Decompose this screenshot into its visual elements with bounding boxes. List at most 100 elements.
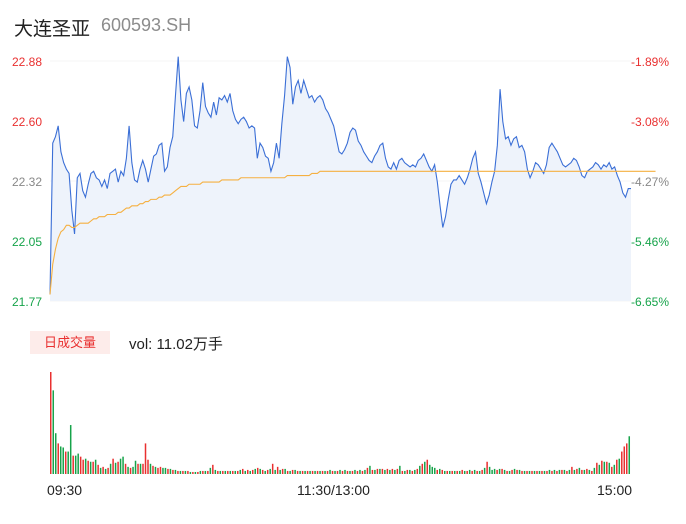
y-tick-right-2: -4.27%: [631, 175, 670, 189]
volume-bar: [227, 470, 229, 474]
volume-bar: [222, 470, 224, 474]
volume-bar: [324, 470, 326, 474]
volume-bar: [409, 469, 411, 474]
volume-bar: [237, 470, 239, 474]
volume-bar: [396, 468, 399, 474]
volume-bar: [112, 458, 114, 474]
volume-bar: [94, 459, 97, 474]
volume-bar: [603, 461, 606, 474]
volume-bar: [149, 463, 152, 474]
volume-bar: [294, 469, 296, 474]
volume-bar: [466, 470, 468, 474]
volume-bar: [306, 470, 309, 474]
volume-bars: [50, 372, 631, 474]
volume-bar: [593, 467, 596, 474]
volume-bar: [279, 469, 281, 474]
volume-bar: [74, 455, 77, 474]
volume-bar: [453, 470, 456, 474]
volume-bar: [366, 467, 369, 474]
average-price-line: [49, 170, 656, 295]
volume-bar: [164, 467, 167, 474]
volume-bar: [202, 470, 204, 474]
x-tick-open: 09:30: [47, 482, 83, 498]
x-tick-close: 15:00: [597, 482, 633, 498]
price-line: [49, 56, 631, 295]
volume-bar: [538, 470, 541, 474]
volume-bar: [84, 458, 87, 474]
volume-bar: [321, 470, 324, 474]
volume-bar: [102, 466, 104, 474]
volume-bar: [416, 468, 419, 474]
volume-bar: [122, 456, 124, 474]
volume-bar: [77, 453, 79, 474]
volume-bar: [501, 468, 503, 474]
x-tick-midday: 11:30/13:00: [297, 482, 370, 498]
volume-bar: [259, 468, 261, 474]
volume-bar: [386, 468, 389, 474]
volume-bar: [391, 468, 394, 474]
volume-bar: [162, 467, 164, 474]
volume-bar: [598, 464, 601, 474]
volume-bar: [406, 469, 409, 474]
volume-bar: [546, 470, 548, 474]
volume-bar: [52, 390, 54, 474]
y-tick-left-4: 21.77: [12, 295, 43, 309]
volume-bar: [242, 468, 244, 474]
volume-bar: [244, 470, 246, 474]
volume-bar: [139, 463, 142, 474]
y-tick-right-0: -1.89%: [631, 55, 670, 69]
volume-bar: [351, 470, 354, 474]
volume-bar: [628, 436, 631, 474]
volume-bar: [159, 466, 162, 474]
volume-bar: [209, 467, 212, 474]
volume-bar: [571, 466, 573, 474]
volume-bar: [167, 468, 169, 474]
volume-bar: [389, 469, 391, 474]
volume-bar: [596, 462, 598, 474]
volume-bar: [621, 451, 623, 474]
volume-bar: [50, 372, 52, 474]
volume-bar: [246, 469, 249, 474]
volume-bar: [429, 464, 431, 474]
volume-bar: [127, 466, 129, 474]
volume-bar: [269, 468, 271, 474]
volume-bar: [451, 470, 453, 474]
volume-bar: [623, 446, 626, 474]
y-tick-left-1: 22.60: [12, 115, 43, 129]
volume-bar: [69, 425, 72, 474]
volume-bar: [531, 470, 533, 474]
volume-bar: [511, 469, 513, 474]
volume-bar: [92, 461, 94, 474]
volume-bar: [384, 469, 386, 474]
volume-bar: [229, 470, 232, 474]
volume-bar: [553, 469, 556, 474]
volume-bar: [561, 469, 563, 474]
volume-bar: [364, 469, 366, 474]
volume-bar: [54, 433, 57, 474]
volume-bar: [581, 469, 583, 474]
volume-bar: [97, 464, 99, 474]
volume-bar: [401, 470, 404, 474]
volume-bar: [217, 470, 219, 474]
y-tick-left-0: 22.88: [12, 55, 43, 69]
volume-bar: [608, 462, 611, 474]
volume-bar: [284, 468, 286, 474]
volume-bar: [264, 470, 266, 474]
volume-bar: [319, 470, 321, 474]
volume-bar: [174, 469, 177, 474]
volume-bar: [192, 471, 194, 474]
volume-bar: [239, 469, 242, 474]
volume-bar: [219, 470, 222, 474]
volume-bar: [611, 466, 613, 474]
volume-bar: [199, 470, 202, 474]
volume-bar: [72, 455, 74, 474]
volume-bar: [271, 463, 274, 474]
volume-bar: [456, 470, 458, 474]
volume-bar: [281, 468, 284, 474]
volume-bar: [371, 469, 374, 474]
volume-bar: [326, 470, 329, 474]
volume-bar: [563, 469, 566, 474]
volume-bar: [434, 467, 436, 474]
volume-bar: [114, 462, 117, 474]
volume-bar: [336, 470, 339, 474]
